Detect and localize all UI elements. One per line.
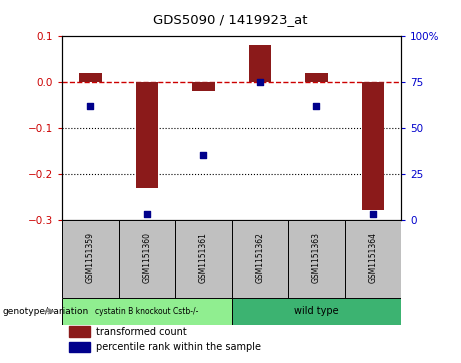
Bar	[231, 220, 288, 298]
Text: GSM1151364: GSM1151364	[368, 232, 378, 282]
Point	[313, 103, 320, 109]
Bar	[62, 298, 231, 325]
Bar	[118, 220, 175, 298]
Text: GSM1151359: GSM1151359	[86, 232, 95, 282]
Bar	[344, 220, 401, 298]
Text: GSM1151363: GSM1151363	[312, 232, 321, 282]
Text: GSM1151362: GSM1151362	[255, 232, 265, 282]
Point	[200, 152, 207, 158]
Bar	[136, 82, 158, 188]
Bar	[248, 45, 271, 82]
Text: percentile rank within the sample: percentile rank within the sample	[96, 342, 261, 352]
Bar	[305, 73, 328, 82]
Text: genotype/variation: genotype/variation	[2, 307, 89, 316]
Text: wild type: wild type	[294, 306, 339, 316]
Text: GSM1151360: GSM1151360	[142, 232, 152, 282]
Bar	[79, 73, 102, 82]
Bar	[231, 298, 401, 325]
Point	[369, 211, 377, 217]
Text: GSM1151361: GSM1151361	[199, 232, 208, 282]
Bar	[288, 220, 344, 298]
Bar	[175, 220, 231, 298]
Text: transformed count: transformed count	[96, 327, 187, 337]
Bar	[69, 326, 90, 337]
Bar	[69, 342, 90, 352]
Bar	[361, 82, 384, 211]
Bar	[192, 82, 215, 91]
Bar	[62, 220, 118, 298]
Text: GDS5090 / 1419923_at: GDS5090 / 1419923_at	[153, 13, 308, 26]
Text: cystatin B knockout Cstb-/-: cystatin B knockout Cstb-/-	[95, 307, 199, 316]
Point	[256, 79, 264, 85]
Point	[143, 211, 151, 217]
Point	[87, 103, 94, 109]
